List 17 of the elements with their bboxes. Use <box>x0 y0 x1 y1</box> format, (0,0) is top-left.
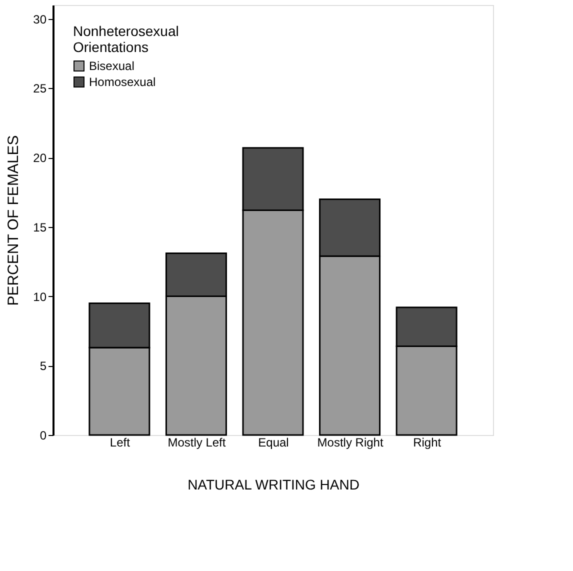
legend-label: Bisexual <box>89 59 134 73</box>
x-tick-label: Mostly Right <box>317 436 384 450</box>
y-tick-label: 15 <box>33 220 47 234</box>
y-tick-label: 10 <box>33 290 47 304</box>
y-tick-label: 5 <box>40 359 47 374</box>
y-axis-title: PERCENT OF FEMALES <box>5 135 22 306</box>
y-tick-label: 20 <box>33 151 47 166</box>
legend-title: Nonheterosexual Orientations <box>73 23 179 55</box>
y-tick-label: 0 <box>40 428 47 442</box>
y-tick-label: 30 <box>33 12 47 26</box>
legend-label: Homosexual <box>89 75 156 89</box>
x-tick-label: Mostly Left <box>168 436 226 450</box>
x-tick-label: Equal <box>258 436 289 450</box>
y-tick-label: 25 <box>33 82 47 96</box>
x-axis-title: NATURAL WRITING HAND <box>188 476 360 492</box>
x-tick-label: Left <box>110 436 131 450</box>
x-tick-label: Right <box>413 436 442 450</box>
